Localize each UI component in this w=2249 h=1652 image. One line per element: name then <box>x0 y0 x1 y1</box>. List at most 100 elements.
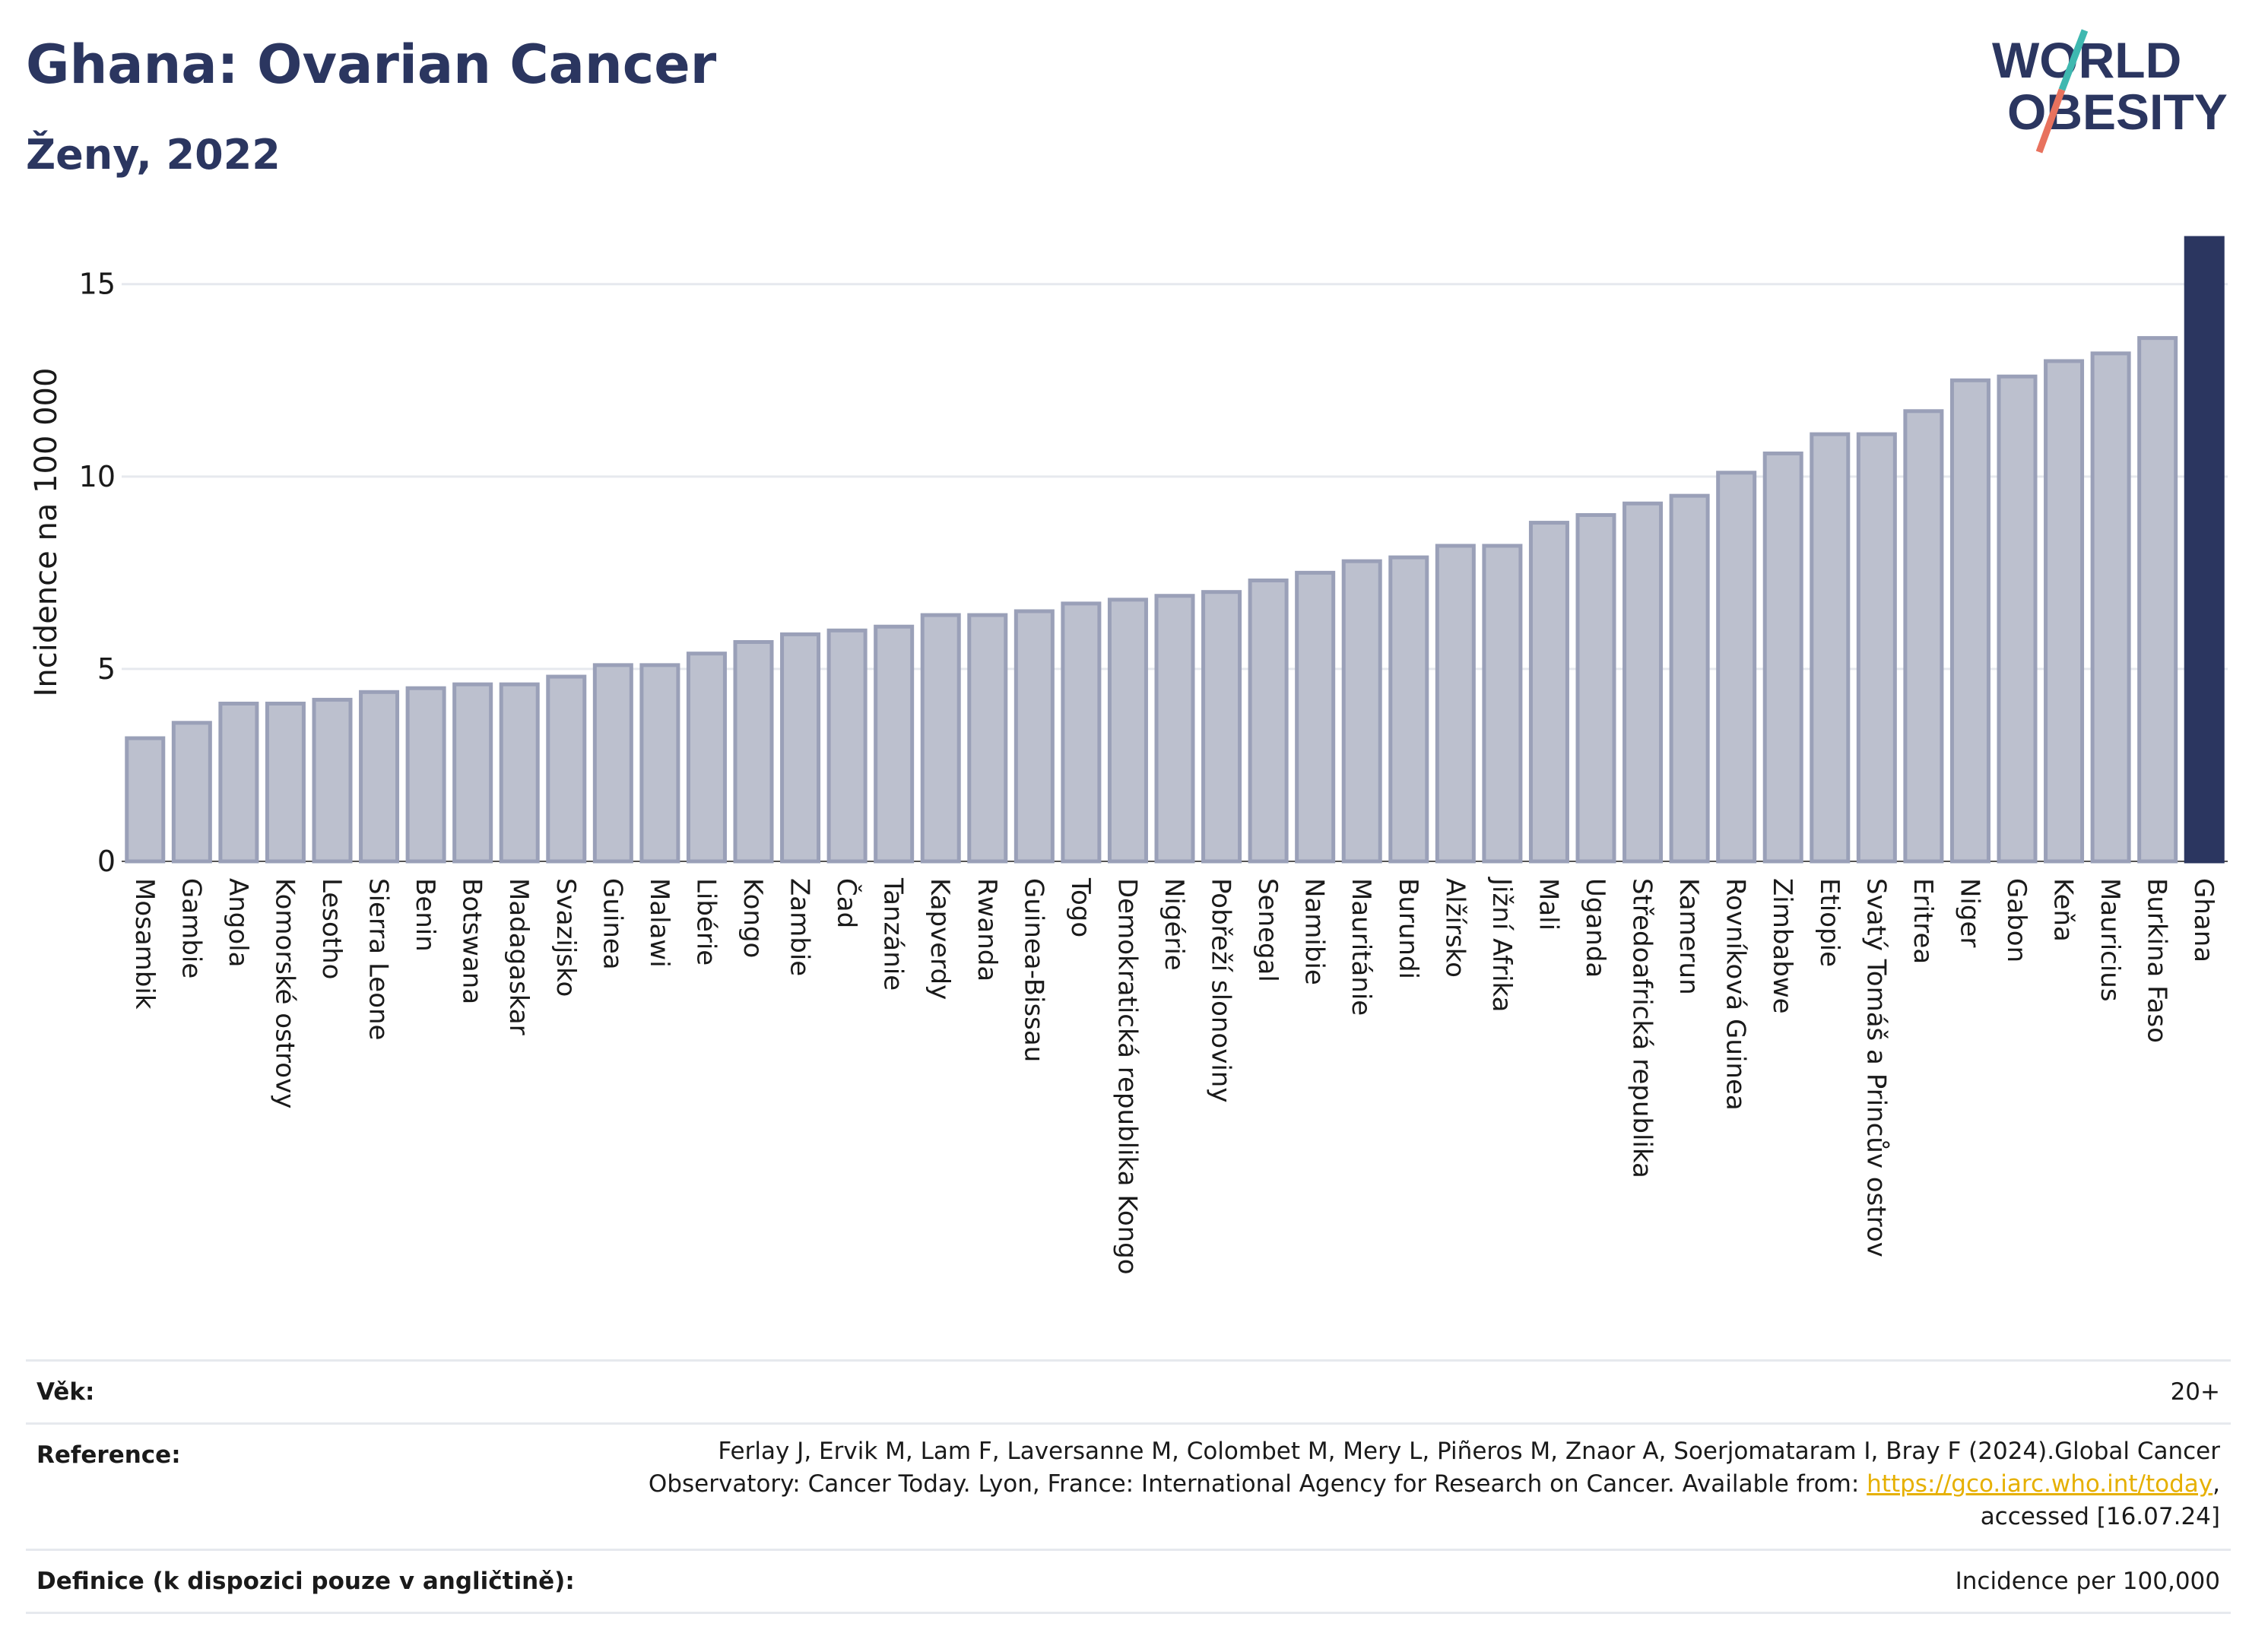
x-tick-label: Demokratická republika Kongo <box>1112 878 1142 1275</box>
x-tick-label: Libérie <box>690 878 721 966</box>
bar <box>1482 544 1523 864</box>
definition-value: Incidence per 100,000 <box>1955 1567 2220 1595</box>
bar <box>2090 351 2131 864</box>
bar <box>1716 471 1757 864</box>
x-tick-label: Zambie <box>785 878 815 976</box>
bar <box>265 701 306 864</box>
bar <box>405 686 446 864</box>
chart-subtitle: Ženy, 2022 <box>26 131 281 179</box>
bar <box>1295 570 1336 864</box>
x-tick-label: Botswana <box>457 878 487 1004</box>
bar <box>1201 590 1242 864</box>
x-tick-label: Rwanda <box>972 878 1002 981</box>
bar <box>359 690 400 864</box>
x-tick-label: Mali <box>1533 878 1563 931</box>
info-table: Věk: 20+ Reference: Ferlay J, Ervik M, L… <box>26 1359 2231 1614</box>
x-tick-label: Guinea <box>597 878 627 970</box>
bar <box>1575 512 1616 864</box>
bar <box>686 652 727 864</box>
x-tick-label: Nigérie <box>1159 878 1189 971</box>
bar <box>546 674 587 864</box>
bar <box>1903 409 1944 864</box>
x-tick-label: Burkina Faso <box>2142 878 2172 1043</box>
x-tick-labels: Mosambik Gambie Angola Komorské ostrovy Leso… <box>129 877 2219 1275</box>
x-tick-label: Zimbabwe <box>1767 878 1797 1014</box>
y-tick-label: 0 <box>97 845 116 878</box>
bar <box>592 663 633 864</box>
bar <box>1810 432 1851 864</box>
chart-title: Ghana: Ovarian Cancer <box>26 33 717 96</box>
bar <box>2137 336 2178 864</box>
x-tick-label: Keňa <box>2048 878 2079 942</box>
bar <box>125 736 166 864</box>
bar <box>312 697 353 864</box>
logo-text-world: WORLD <box>1992 32 2181 88</box>
x-tick-label: Svatý Tomáš a Princův ostrov <box>1860 878 1891 1257</box>
reference-line-1: Ferlay J, Ervik M, Lam F, Laversanne M, … <box>718 1438 2220 1465</box>
y-tick-label: 15 <box>79 268 116 301</box>
x-tick-label: Madagaskar <box>503 878 534 1035</box>
x-tick-label: Pobřeží slonoviny <box>1206 878 1236 1102</box>
x-tick-label: Niger <box>1954 878 1984 947</box>
x-tick-label: Jižní Afrika <box>1486 877 1517 1013</box>
x-tick-label: Mauricius <box>2095 878 2125 1002</box>
x-tick-label: Gabon <box>2001 878 2032 962</box>
bar <box>639 663 680 864</box>
bar <box>1341 559 1382 864</box>
reference-line-2: Observatory: Cancer Today. Lyon, France:… <box>649 1468 2220 1501</box>
bar <box>1949 378 1990 864</box>
bar <box>218 701 259 864</box>
bar <box>1669 493 1710 864</box>
bar <box>1435 544 1476 864</box>
x-tick-label: Svazijsko <box>550 878 581 997</box>
reference-link[interactable]: https://gco.iarc.who.int/today <box>1867 1470 2213 1498</box>
bar-chart: Mosambik Gambie Angola Komorské ostrovy Leso… <box>29 236 2228 1275</box>
x-tick-label: Benin <box>410 878 440 952</box>
definition-label: Definice (k dispozici pouze v angličtině… <box>36 1568 575 1595</box>
bar <box>1997 374 2038 864</box>
x-tick-label: Středoafrická republika <box>1627 878 1657 1178</box>
definition-row: Definice (k dispozici pouze v angličtině… <box>26 1549 2231 1614</box>
x-tick-label: Kapverdy <box>925 878 955 1000</box>
bar <box>1154 594 1195 864</box>
x-tick-label: Komorské ostrovy <box>269 878 300 1108</box>
x-tick-label: Malawi <box>644 878 674 968</box>
bars <box>125 236 2225 864</box>
bar <box>1013 609 1055 864</box>
x-tick-label: Ghana <box>2188 878 2219 962</box>
x-tick-label: Tanzánie <box>878 877 909 991</box>
x-tick-label: Alžírsko <box>1439 878 1470 978</box>
bar <box>499 682 540 864</box>
x-tick-label: Eritrea <box>1908 878 1938 964</box>
x-tick-label: Čad <box>831 878 862 928</box>
x-tick-label: Gambie <box>176 878 206 978</box>
x-tick-label: Togo <box>1065 877 1096 937</box>
bar <box>1623 501 1664 864</box>
logo-slash-coral <box>2035 88 2066 154</box>
x-tick-label: Guinea-Bissau <box>1018 878 1048 1062</box>
y-tick-label: 10 <box>79 460 116 493</box>
logo-slash-teal <box>2058 29 2089 91</box>
x-tick-label: Senegal <box>1252 878 1283 982</box>
y-tick-labels: 0 5 10 15 <box>79 268 116 878</box>
bar <box>1528 521 1569 864</box>
bar <box>1107 598 1148 864</box>
world-obesity-logo: WORLD OBESITY <box>1992 29 2228 154</box>
age-value: 20+ <box>2170 1378 2220 1406</box>
y-axis-label: Incidence na 100 000 <box>29 368 64 697</box>
age-row: Věk: 20+ <box>26 1359 2231 1422</box>
y-tick-label: 5 <box>97 652 116 686</box>
age-label: Věk: <box>36 1378 95 1406</box>
bar <box>1248 578 1289 864</box>
bar <box>780 632 821 864</box>
reference-line-2-comma: , <box>2213 1470 2220 1498</box>
x-tick-label: Mosambik <box>129 878 160 1010</box>
x-tick-label: Angola <box>223 878 253 967</box>
bar <box>1856 432 1897 864</box>
reference-line-2-text: Observatory: Cancer Today. Lyon, France:… <box>648 1470 1867 1498</box>
x-tick-label: Kamerun <box>1673 878 1704 995</box>
bar <box>874 624 915 864</box>
bar <box>171 721 212 864</box>
bar <box>1388 555 1429 864</box>
x-tick-label: Burundi <box>1393 878 1423 979</box>
